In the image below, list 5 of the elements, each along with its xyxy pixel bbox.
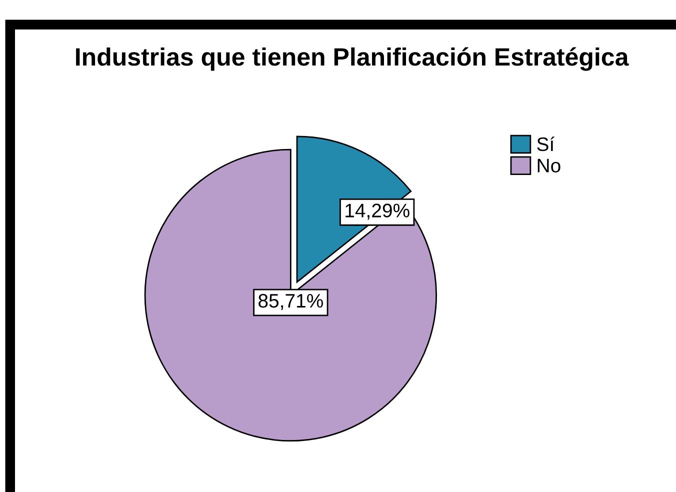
data-label: 14,29%: [346, 204, 410, 220]
legend-label: No: [538, 158, 560, 172]
legend-label: Sí: [537, 136, 555, 152]
data-label: 85,71%: [258, 294, 323, 310]
chart-title: Industrias que tienen Planificación Estratégica: [76, 47, 629, 71]
